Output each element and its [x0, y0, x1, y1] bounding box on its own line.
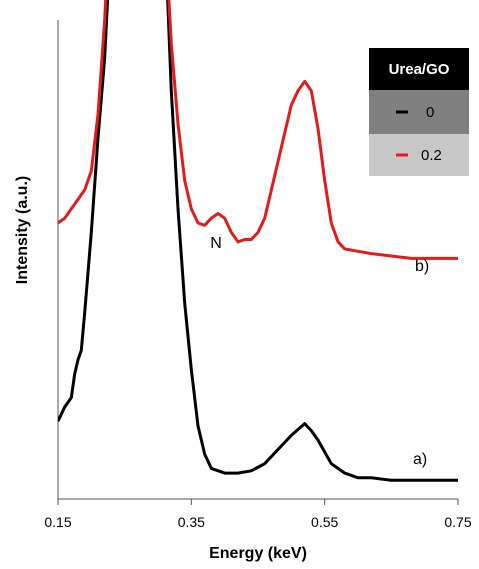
- x-tick-label: 0.35: [178, 514, 205, 530]
- legend-label-0: 0: [426, 104, 434, 121]
- x-axis-title: Energy (keV): [209, 545, 307, 562]
- series-line-1: [58, 0, 458, 260]
- legend: Urea/GO 0 0.2: [369, 48, 469, 176]
- legend-title-box: [369, 48, 469, 90]
- x-tick-label: 0.75: [444, 514, 471, 530]
- legend-row-1-bg: [369, 134, 469, 176]
- peak-label-n: N: [210, 235, 222, 252]
- plot-area: [57, 0, 458, 500]
- x-tick-layer: 0.15 0.35 0.55 0.75: [44, 499, 472, 530]
- series-layer: [58, 0, 458, 482]
- curve-b-label: b): [415, 258, 429, 275]
- legend-row-0-bg: [369, 90, 469, 134]
- x-tick-label: 0.15: [44, 514, 71, 530]
- series-line-0: [58, 0, 458, 482]
- curve-a-label: a): [413, 451, 427, 468]
- legend-label-1: 0.2: [421, 147, 442, 164]
- legend-title: Urea/GO: [389, 61, 450, 78]
- x-tick-label: 0.55: [311, 514, 338, 530]
- y-axis-title: Intensity (a.u.): [14, 176, 31, 284]
